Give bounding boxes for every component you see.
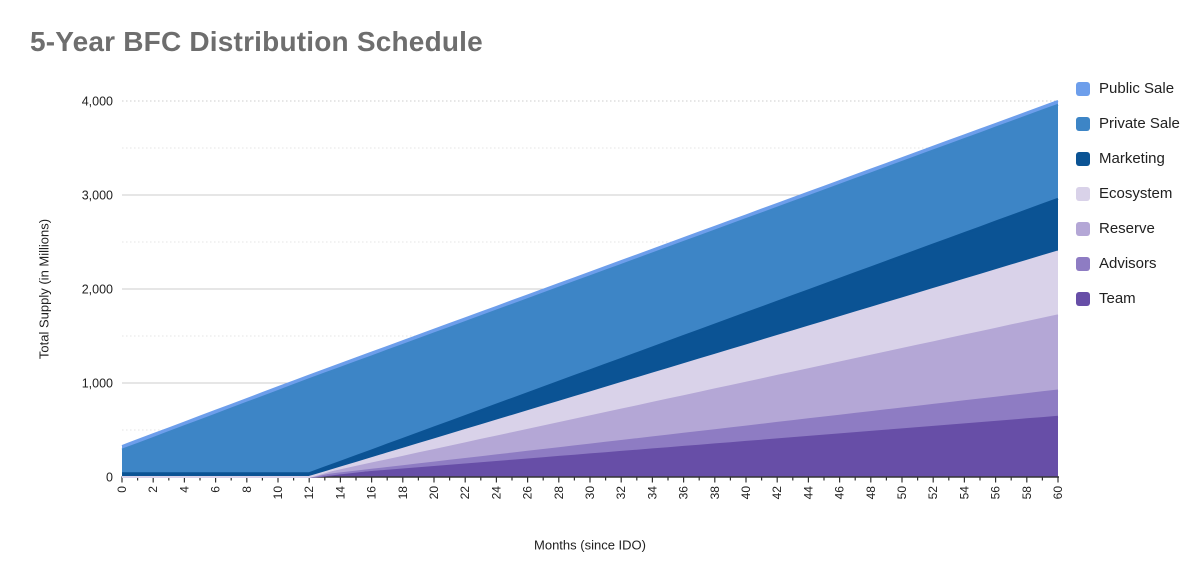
x-tick-label: 58 [1020,486,1034,500]
x-tick-label: 10 [271,486,285,500]
x-tick-label: 6 [209,486,223,493]
legend-label: Reserve [1099,220,1155,237]
x-tick-label: 52 [926,486,940,500]
legend-label: Team [1099,290,1136,307]
area-private-sale [122,104,1058,474]
x-tick-label: 24 [489,486,503,500]
legend-label: Private Sale [1099,115,1180,132]
y-tick-label: 3,000 [82,189,113,203]
line-marketing [122,197,1059,475]
legend-swatch-marketing [1076,151,1090,166]
chart-title: 5-Year BFC Distribution Schedule [30,26,483,57]
x-tick-label: 22 [458,486,472,500]
x-tick-label: 4 [177,486,191,493]
y-tick-label: 4,000 [82,95,113,109]
x-tick-label: 14 [333,486,347,500]
x-tick-label: 46 [833,486,847,500]
legend-label: Advisors [1099,255,1157,272]
y-tick-label: 1,000 [82,377,113,391]
legend-swatch-public-sale [1076,81,1090,96]
legend-label: Marketing [1099,150,1165,167]
legend-item-ecosystem: Ecosystem [1076,183,1200,204]
x-tick-label: 48 [864,486,878,500]
legend: Public Sale Private Sale Marketing Ecosyste… [1076,78,1200,323]
x-tick-label: 30 [583,486,597,500]
legend-swatch-team [1076,291,1090,306]
x-tick-label: 2 [146,486,160,493]
line-ecosystem [122,250,1059,478]
x-tick-label: 16 [365,486,379,500]
legend-item-public-sale: Public Sale [1076,78,1200,99]
legend-label: Public Sale [1099,80,1175,97]
x-tick-label: 34 [645,486,659,500]
line-public-sale [121,100,1059,447]
legend-item-marketing: Marketing [1076,148,1200,169]
x-tick-label: 32 [614,486,628,500]
legend-item-reserve: Reserve [1076,218,1200,239]
legend-item-private-sale: Private Sale [1076,113,1200,134]
x-tick-label: 20 [427,486,441,500]
x-tick-label: 60 [1051,486,1065,500]
x-tick-label: 8 [240,486,254,493]
x-tick-label: 26 [521,486,535,500]
line-private-sale [121,103,1059,451]
x-tick-label: 12 [302,486,316,500]
x-tick-label: 50 [895,486,909,500]
x-tick-label: 40 [739,486,753,500]
x-tick-label: 42 [770,486,784,500]
x-tick-label: 44 [801,486,815,500]
y-tick-label: 0 [106,471,113,485]
x-tick-label: 54 [957,486,971,500]
legend-item-advisors: Advisors [1076,253,1200,274]
x-tick-label: 38 [708,486,722,500]
y-tick-label: 2,000 [82,283,113,297]
legend-label: Ecosystem [1099,185,1173,202]
legend-swatch-reserve [1076,221,1090,236]
x-tick-label: 0 [115,486,129,493]
area-team [122,416,1058,477]
legend-swatch-private-sale [1076,116,1090,131]
x-tick-label: 56 [989,486,1003,500]
area-reserve [122,315,1058,477]
y-axis-title: Total Supply (in Millions) [36,218,52,360]
x-tick-label: 18 [396,486,410,500]
x-axis-title: Months (since IDO) [534,537,646,553]
x-tick-label: 28 [552,486,566,500]
legend-swatch-advisors [1076,256,1090,271]
x-tick-label: 36 [677,486,691,500]
legend-swatch-ecosystem [1076,186,1090,201]
legend-item-team: Team [1076,288,1200,309]
